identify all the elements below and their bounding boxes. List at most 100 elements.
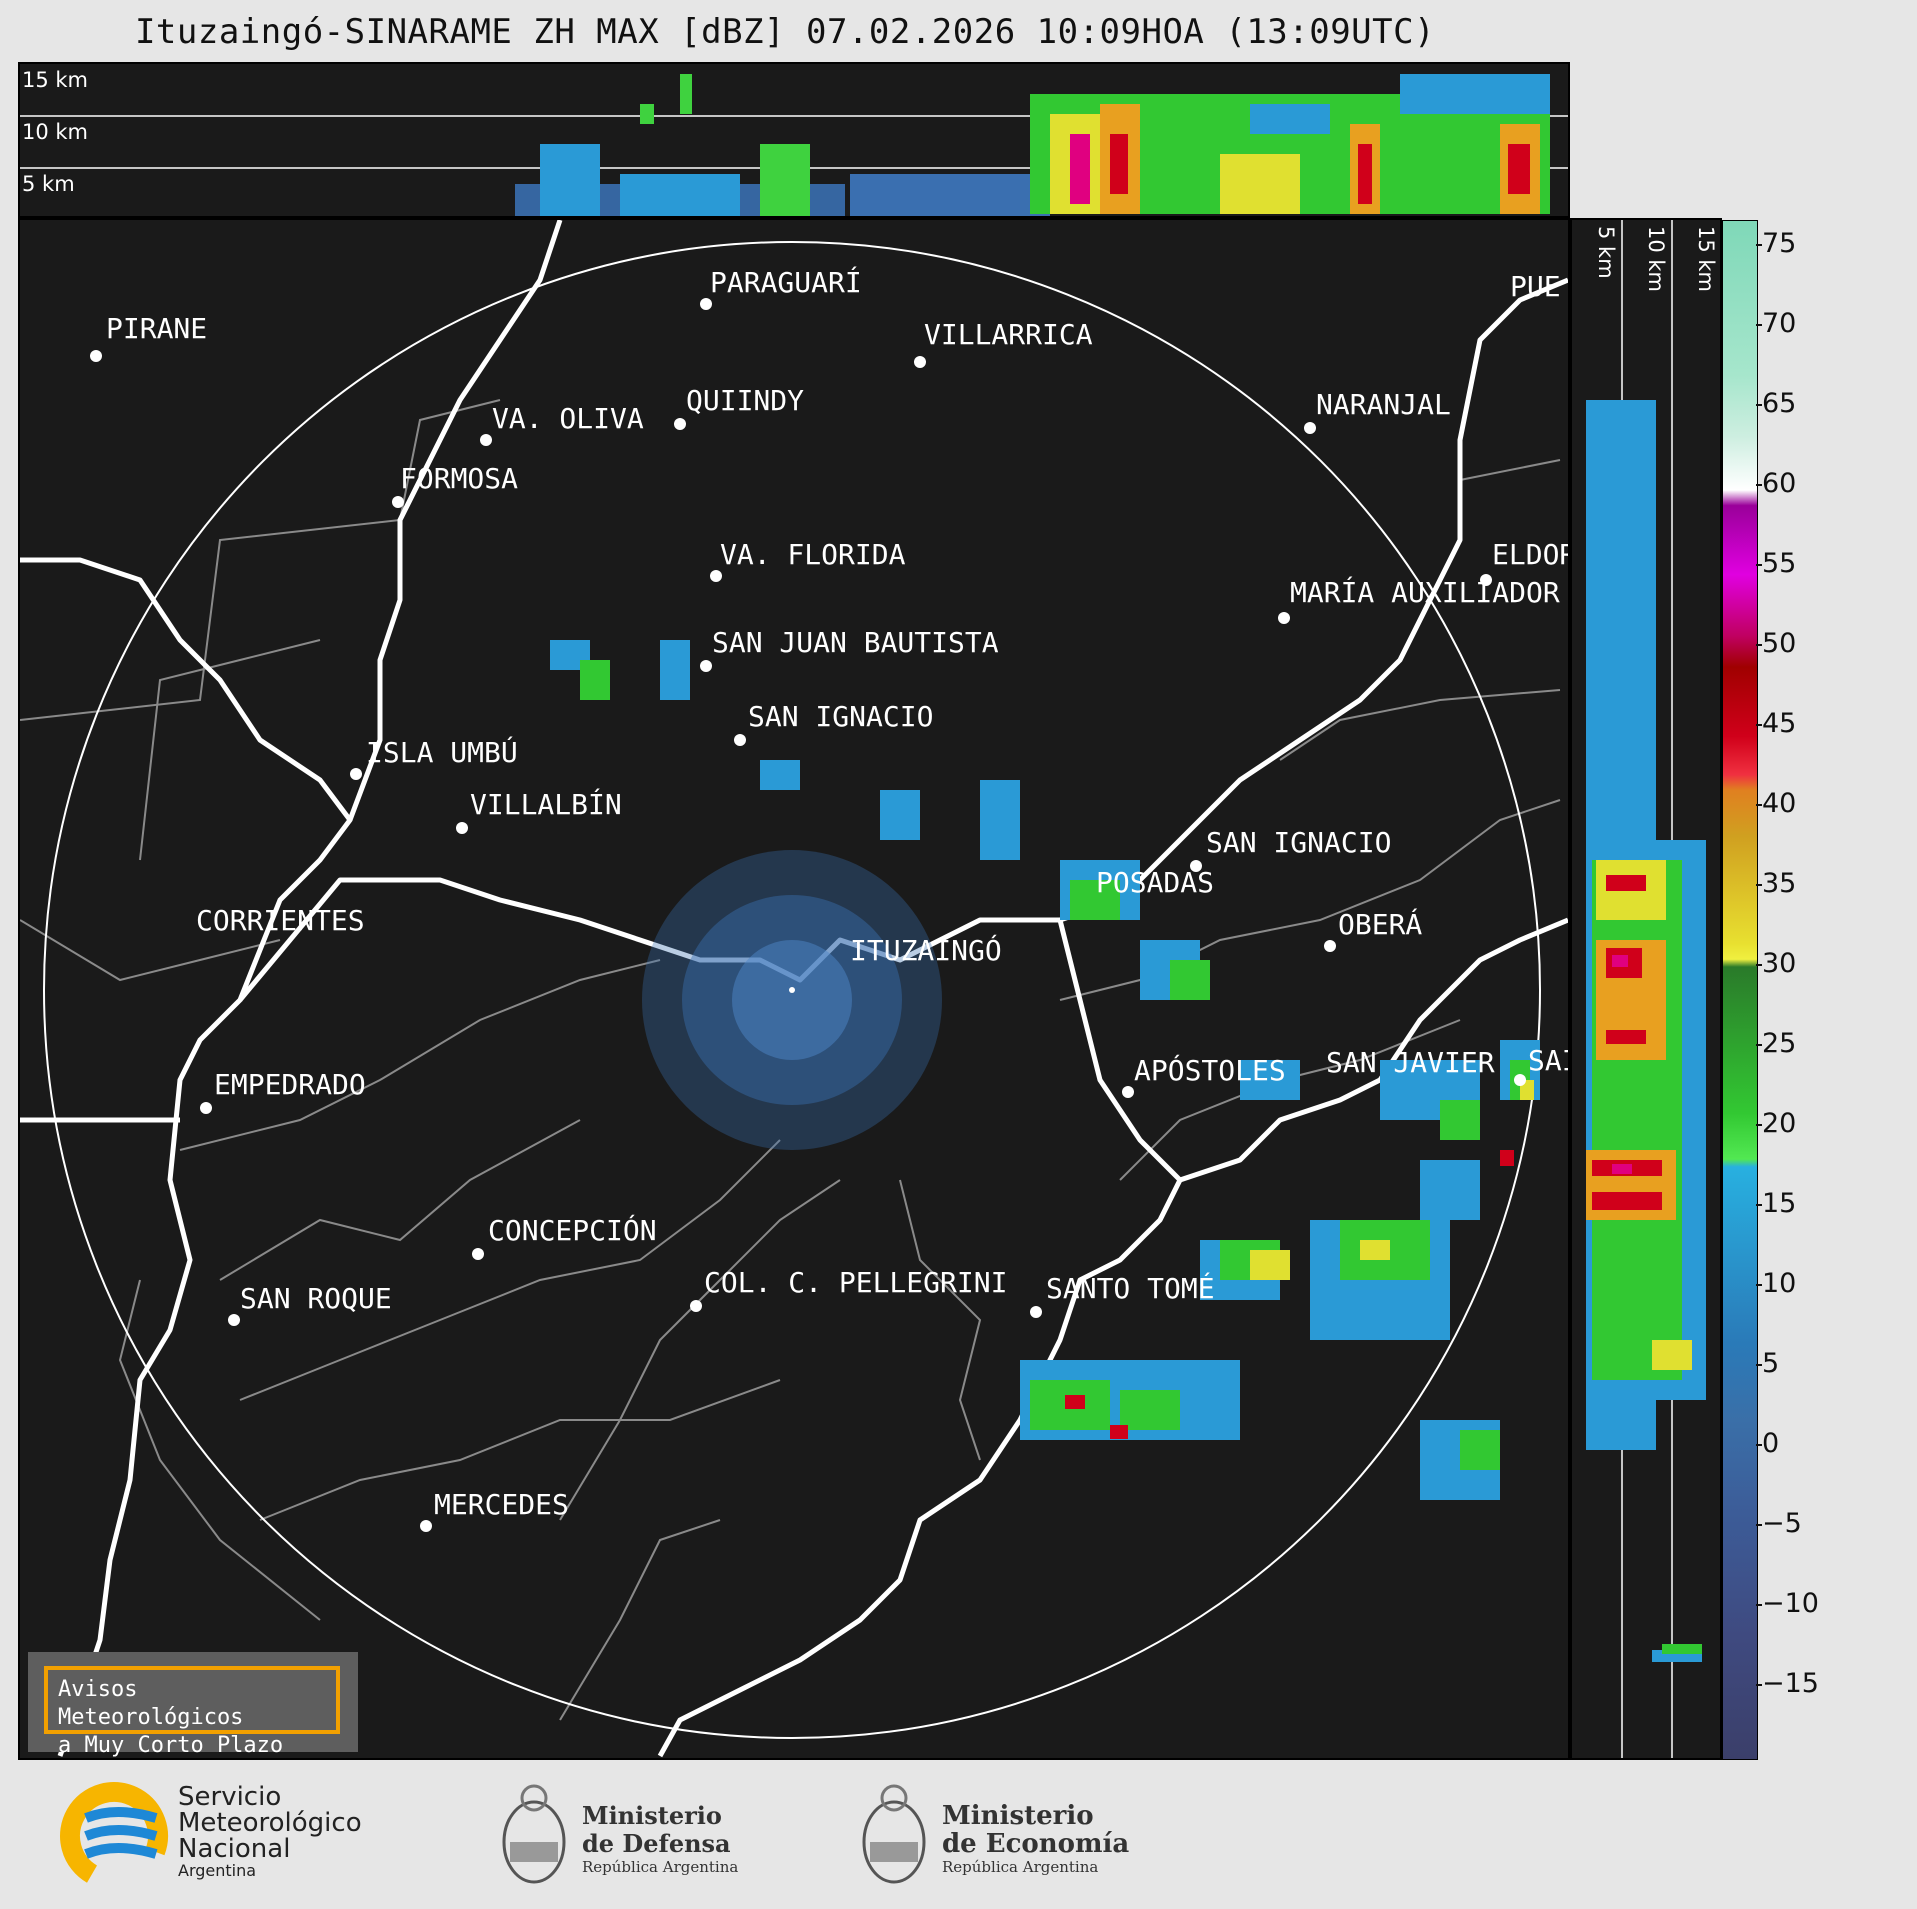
colorbar-tick: −15 xyxy=(1756,1668,1819,1699)
defensa-logo: Ministerio de Defensa República Argentin… xyxy=(494,1778,754,1898)
side-height-label-5km: 5 km xyxy=(1594,226,1618,279)
city-label-corrientes: CORRIENTES xyxy=(196,904,365,937)
city-label-villarrica: VILLARRICA xyxy=(924,318,1093,351)
city-label-villalbin: VILLALBÍN xyxy=(470,788,622,821)
city-dot xyxy=(472,1248,484,1260)
city-label-obera: OBERÁ xyxy=(1338,908,1423,941)
city-label-san-javier: SAN JAVIER xyxy=(1326,1046,1495,1079)
smn-line-1: Servicio xyxy=(178,1782,282,1812)
city-label-san-juan-bautista: SAN JUAN BAUTISTA xyxy=(712,626,999,659)
city-dot xyxy=(480,434,492,446)
city-dot xyxy=(228,1314,240,1326)
city-dot xyxy=(700,660,712,672)
city-label-san-ignacio-ar: SAN IGNACIO xyxy=(1206,826,1392,859)
radar-near-clutter xyxy=(642,850,942,1150)
city-dot xyxy=(700,298,712,310)
city-label-apostoles: APÓSTOLES xyxy=(1134,1054,1286,1087)
city-label-sai: SAI xyxy=(1528,1044,1568,1077)
colorbar-tick: 45 xyxy=(1755,708,1797,739)
height-label-15km: 15 km xyxy=(22,68,89,92)
range-ring xyxy=(43,241,1541,1739)
city-label-va-florida: VA. FLORIDA xyxy=(720,538,906,571)
city-dot xyxy=(1030,1306,1042,1318)
colorbar-tick: 35 xyxy=(1755,868,1797,899)
economia-line-3: República Argentina xyxy=(942,1858,1099,1876)
smn-logo: Servicio Meteorológico Nacional Argentin… xyxy=(56,1778,396,1898)
colorbar-tick: 5 xyxy=(1755,1348,1780,1379)
city-label-paraguari: PARAGUARÍ xyxy=(710,266,862,299)
warning-line-2: a Muy Corto Plazo xyxy=(58,1733,284,1758)
city-label-ituzaingo: ITUZAINGÓ xyxy=(850,934,1002,967)
top-echo-profile xyxy=(20,74,1568,216)
city-dot xyxy=(1278,612,1290,624)
city-label-santo-tome: SANTO TOMÉ xyxy=(1046,1272,1215,1305)
smn-line-4: Argentina xyxy=(178,1861,257,1880)
city-dot xyxy=(1324,940,1336,952)
side-height-label-10km: 10 km xyxy=(1644,226,1668,293)
city-label-empedrado: EMPEDRADO xyxy=(214,1068,366,1101)
radar-ppi-map: PIRANE PARAGUARÍ VILLARRICA QUIINDY VA. … xyxy=(18,218,1570,1760)
colorbar-tick: 25 xyxy=(1755,1028,1797,1059)
city-label-san-roque: SAN ROQUE xyxy=(240,1282,392,1315)
defensa-line-3: República Argentina xyxy=(582,1858,739,1876)
colorbar-tick: −5 xyxy=(1756,1508,1802,1539)
city-label-isla-umbu: ISLA UMBÚ xyxy=(366,736,518,769)
echo-profile-weak xyxy=(515,74,1050,216)
dbz-colorbar xyxy=(1722,220,1758,1760)
colorbar-tick: 60 xyxy=(1755,468,1797,499)
colorbar-tick: 15 xyxy=(1755,1188,1797,1219)
city-dot xyxy=(456,822,468,834)
city-label-mercedes: MERCEDES xyxy=(434,1488,569,1521)
city-label-san-ignacio-py: SAN IGNACIO xyxy=(748,700,934,733)
height-label-10km: 10 km xyxy=(22,120,89,144)
defensa-line-2: de Defensa xyxy=(582,1829,731,1858)
colorbar-tick: 65 xyxy=(1755,388,1797,419)
city-dot xyxy=(674,418,686,430)
precipitation-echoes xyxy=(550,640,1540,1500)
economia-logo: Ministerio de Economía República Argenti… xyxy=(854,1778,1134,1898)
city-label-va-oliva: VA. OLIVA xyxy=(492,402,644,435)
colorbar-tick: 20 xyxy=(1755,1108,1797,1139)
city-dot xyxy=(734,734,746,746)
argentina-shield-icon xyxy=(862,1784,926,1884)
city-dot xyxy=(200,1102,212,1114)
city-label-maria-auxiliadora: MARÍA AUXILIADOR xyxy=(1290,576,1560,609)
colorbar-tick: 30 xyxy=(1755,948,1797,979)
city-dot xyxy=(90,350,102,362)
colorbar-tick: 40 xyxy=(1755,788,1797,819)
warning-line-1: Avisos Meteorológicos xyxy=(58,1677,244,1730)
height-label-5km: 5 km xyxy=(22,172,75,196)
city-dot xyxy=(710,570,722,582)
city-label-formosa: FORMOSA xyxy=(400,462,519,495)
side-height-section: 5 km 10 km 15 km xyxy=(1570,218,1722,1760)
economia-line-2: de Economía xyxy=(942,1829,1130,1859)
defensa-line-1: Ministerio xyxy=(582,1801,722,1830)
smn-line-2: Meteorológico xyxy=(178,1808,362,1838)
city-dot xyxy=(420,1520,432,1532)
city-dot xyxy=(690,1300,702,1312)
city-label-naranjal: NARANJAL xyxy=(1316,388,1451,421)
argentina-shield-icon xyxy=(502,1784,566,1884)
smn-line-3: Nacional xyxy=(178,1834,291,1864)
colorbar-tick: 75 xyxy=(1755,228,1797,259)
side-height-label-15km: 15 km xyxy=(1694,226,1718,293)
warnings-link-box[interactable]: Avisos Meteorológicos a Muy Corto Plazo xyxy=(28,1652,358,1758)
admin-borders xyxy=(20,399,1561,1721)
city-label-col-pellegrini: COL. C. PELLEGRINI xyxy=(704,1266,1008,1299)
city-label-puerto: PUE xyxy=(1510,270,1561,303)
side-echo-profile xyxy=(1586,220,1706,1758)
city-label-quiindy: QUIINDY xyxy=(686,384,805,417)
city-dot xyxy=(914,356,926,368)
city-dot xyxy=(350,768,362,780)
city-dot xyxy=(1190,860,1202,872)
city-label-pirane: PIRANE xyxy=(106,312,208,345)
colorbar-tick: 10 xyxy=(1755,1268,1797,1299)
page-title: Ituzaingó-SINARAME ZH MAX [dBZ] 07.02.20… xyxy=(134,12,1436,52)
warnings-link[interactable]: Avisos Meteorológicos a Muy Corto Plazo xyxy=(44,1666,340,1758)
colorbar-tick: −10 xyxy=(1756,1588,1819,1619)
colorbar-tick: 55 xyxy=(1755,548,1797,579)
map-geography xyxy=(20,220,1568,1758)
city-label-eldorado: ELDOR xyxy=(1492,538,1570,571)
city-dot xyxy=(1480,574,1492,586)
city-dot xyxy=(1122,1086,1134,1098)
